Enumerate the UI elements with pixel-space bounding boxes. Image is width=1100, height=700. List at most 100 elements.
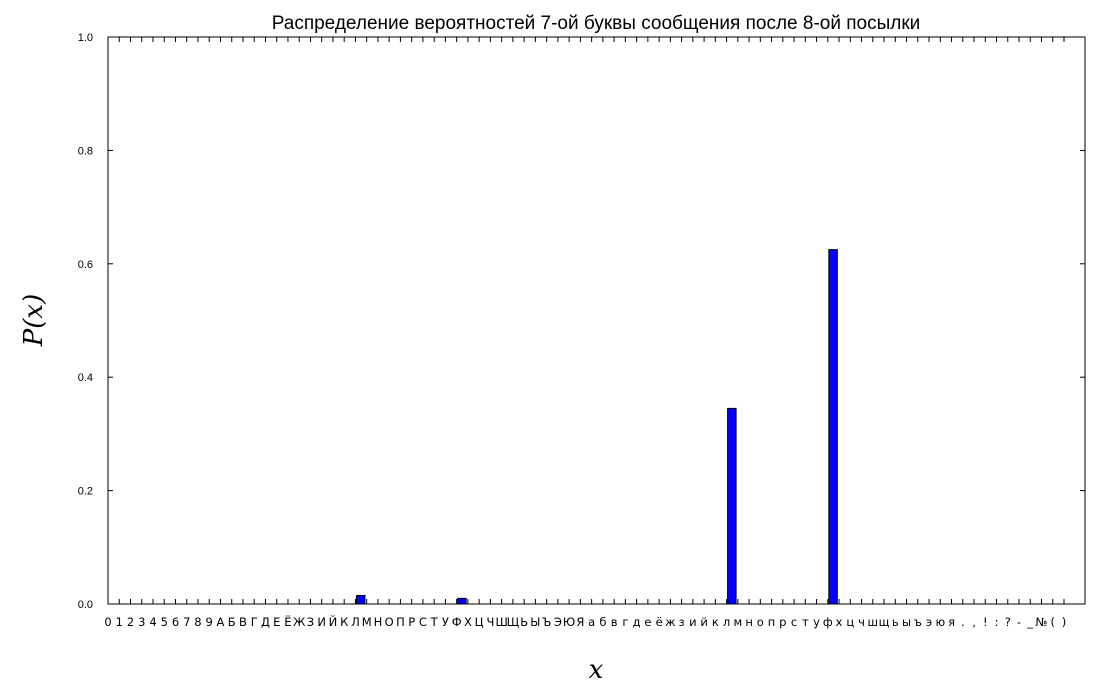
x-tick-label: р [779,615,786,629]
x-tick-label: В [239,615,247,629]
x-tick-label: Ч [486,615,494,629]
x-tick-label: ё [656,615,663,629]
x-tick-label: н [745,615,753,629]
x-tick-label: ? [1005,615,1011,629]
x-tick-label: 8 [194,615,201,629]
x-tick-label: Я [576,615,584,629]
x-tick-label: ж [665,615,675,629]
y-tick-label: 0.4 [78,372,93,384]
x-tick-label: Т [430,615,439,629]
x-tick-label: Ё [284,614,291,629]
x-tick-label: Й [329,614,338,629]
x-tick-label: т [802,615,809,629]
x-tick-label: Ф [452,615,462,629]
x-tick-label: А [217,615,225,629]
x-tick-label: 4 [149,615,156,629]
x-tick-label: Д [261,615,270,629]
x-tick-label: Ю [563,615,575,629]
x-tick-label: № [1036,615,1048,629]
x-tick-label: л [723,615,730,629]
x-tick-label: 2 [127,615,134,629]
x-tick-label: 1 [116,615,123,629]
x-tick-label: С [419,615,427,629]
x-tick-label: Л [351,615,360,629]
x-tick-label: ъ [914,615,922,629]
x-tick-label: с [791,615,797,629]
x-tick-label: Е [273,615,280,629]
bar-Ф [457,597,467,605]
bars [355,249,838,605]
x-tick-label: 0 [104,615,111,629]
y-tick-label: 0.2 [78,486,93,498]
x-tick-label: _ [1026,615,1033,629]
x-tick-label: х [836,615,843,629]
x-tick-label: ы [902,615,911,629]
x-tick-label: П [396,615,405,629]
x-tick-labels: 0 1 2 3 4 5 6 7 8 9 А Б В Г Д Е Ё Ж З И Й К Л М Н О П Р С Т У Ф Х Ц Ч ШЩ Ь Ы Ъ… [104,614,1066,629]
bar-Л [355,594,366,605]
x-tick-label: Ш [495,615,507,629]
x-tick-label: к [712,615,719,629]
x-tick-label: Ц [475,615,484,629]
x-tick-label: щ [879,615,890,629]
x-tick-label: э [926,615,932,629]
x-tick-label: Ы [530,615,540,629]
x-tick-label: 6 [172,615,179,629]
x-axis-label: x [589,655,604,685]
x-tick-label: ц [846,615,854,629]
x-tick-label: : [995,615,999,629]
x-tick-label: у [813,615,820,629]
y-tick-label: 0.8 [78,145,93,157]
x-tick-label: 3 [138,615,145,629]
x-tick-label: ь [892,615,899,629]
x-tick-label: О [385,615,394,629]
x-tick-label: я [948,615,955,629]
x-tick-label: И [317,615,326,629]
y-tick-label: 1.0 [78,32,93,44]
x-tick-label: , [972,615,976,629]
x-tick-label: Э [554,615,562,629]
x-tick-label: е [644,615,651,629]
x-tick-label: 5 [161,615,168,629]
x-tick-label: З [307,615,314,629]
x-tick-label: ) [1062,615,1067,629]
y-tick-labels: 0.0 0.2 0.4 0.6 0.8 1.0 [78,32,93,611]
x-tick-label: Ж [293,615,306,629]
x-tick-label: Н [374,615,383,629]
x-tick-label: ф [823,615,833,629]
plot-frame [107,36,1086,605]
x-tick-label: 7 [183,615,190,629]
axis-ticks [107,36,1085,605]
x-tick-label: з [679,615,685,629]
x-tick-label: У [442,615,449,629]
y-tick-label: 0.0 [78,599,93,611]
x-tick-label: ч [858,615,865,629]
bar-ф [828,249,838,605]
x-tick-label: д [633,615,641,629]
x-tick-label: Щ [507,615,520,629]
x-tick-label: Г [251,615,258,629]
x-tick-label: Ъ [542,615,552,629]
x-tick-label: М [362,615,372,629]
x-tick-label: о [757,615,764,629]
x-tick-label: Х [464,615,472,629]
x-tick-label: ю [935,615,945,629]
x-tick-label: - [1017,615,1021,629]
x-tick-label: ( [1051,615,1056,629]
x-tick-label: Ь [520,615,528,629]
x-tick-label: ш [868,615,879,629]
x-tick-label: К [340,615,348,629]
x-tick-label: 9 [206,615,213,629]
x-tick-label: . [961,615,965,629]
x-tick-label: г [622,615,628,629]
x-tick-label: и [689,615,696,629]
x-tick-label: Р [408,615,415,629]
x-tick-label: в [611,615,618,629]
y-axis-label: P(x) [19,294,49,347]
x-tick-label: б [599,615,606,629]
x-tick-label: ! [983,615,988,629]
x-tick-label: а [588,615,595,629]
x-tick-label: п [768,615,776,629]
chart-title: Распределение вероятностей 7-ой буквы со… [272,13,921,34]
